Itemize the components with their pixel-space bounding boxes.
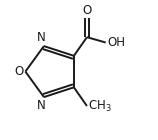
- Text: N: N: [37, 99, 46, 112]
- Text: OH: OH: [107, 36, 125, 49]
- Text: O: O: [15, 65, 24, 78]
- Text: CH$_3$: CH$_3$: [88, 99, 112, 114]
- Text: O: O: [82, 4, 92, 17]
- Text: N: N: [37, 31, 46, 44]
